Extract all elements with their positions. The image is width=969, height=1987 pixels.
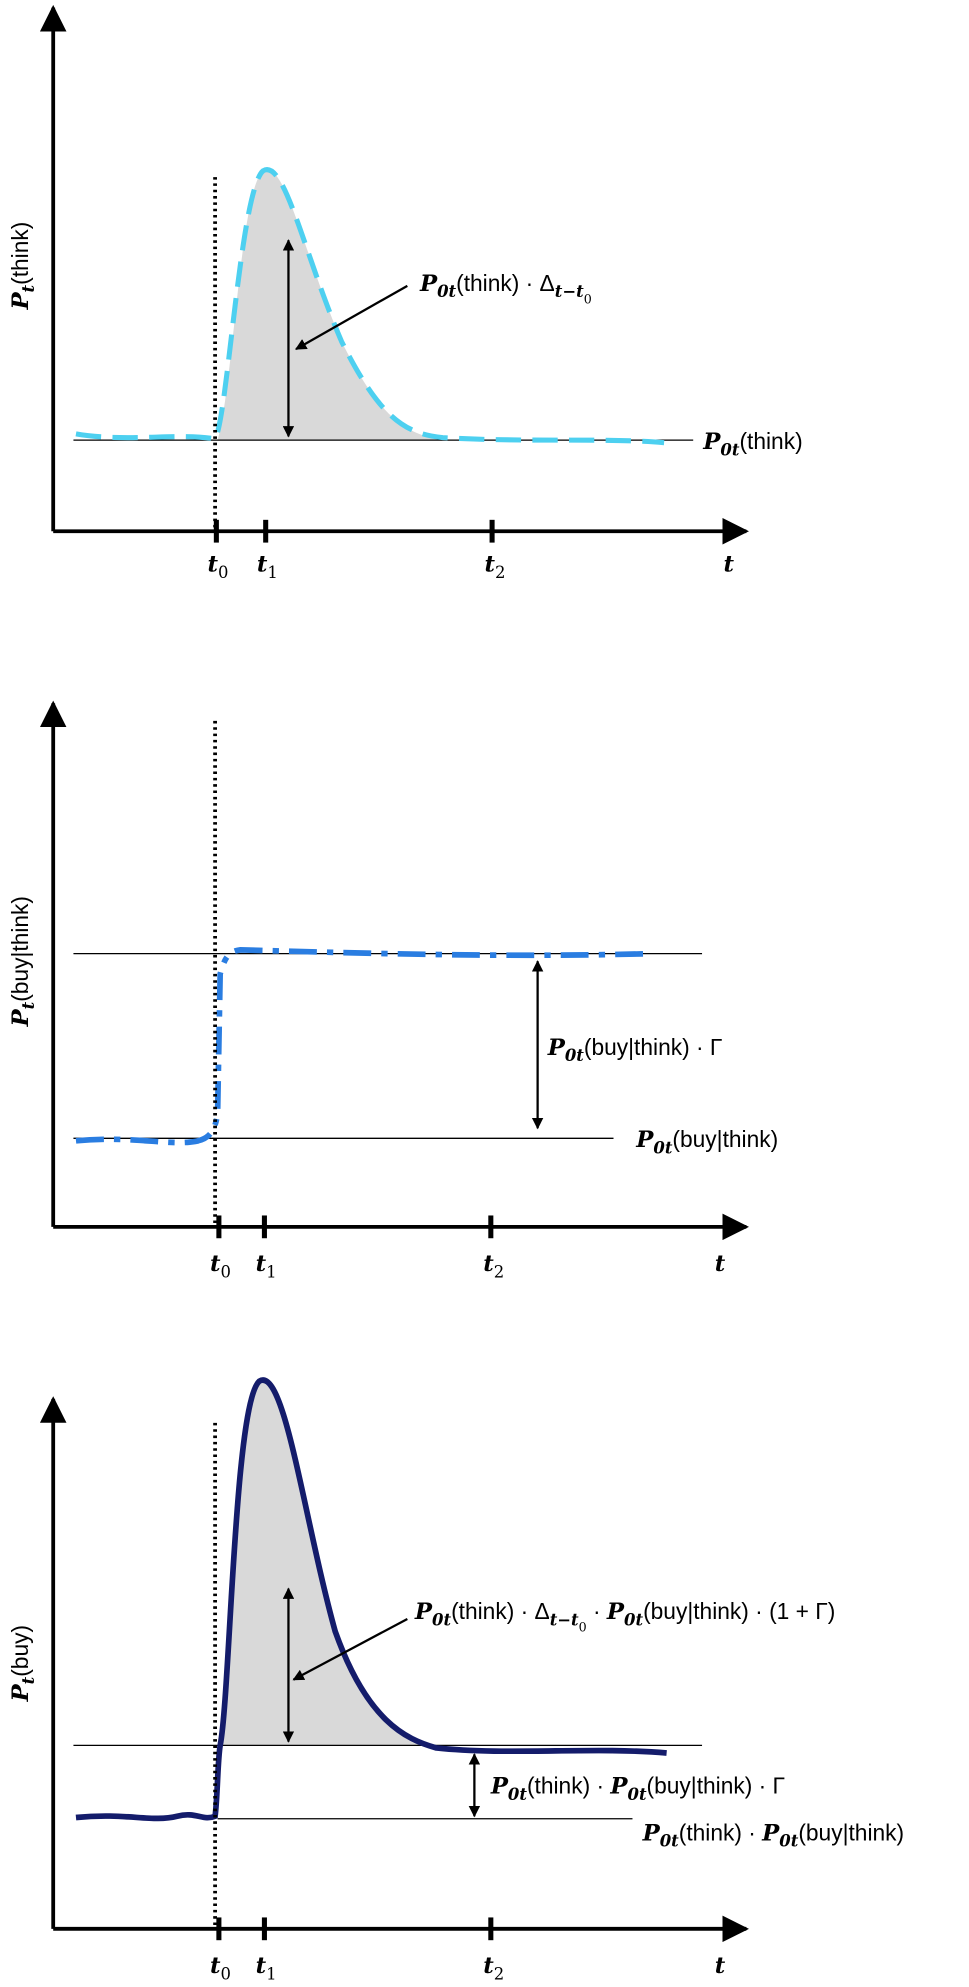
label-part: t <box>485 552 496 578</box>
label-part: t <box>483 1953 494 1979</box>
annotation: P0t(buy|think) · Γ <box>547 1034 723 1065</box>
label-part: t <box>256 1251 267 1277</box>
label-part: (think) · <box>679 1819 762 1845</box>
label-part: 0 <box>218 563 228 582</box>
tick-label: t1 <box>256 1953 277 1983</box>
label-part: 0t <box>437 282 456 301</box>
label-part: P <box>490 1773 509 1799</box>
annotation: P0t(think) · P0t(buy|think) · Γ <box>490 1772 785 1803</box>
label-part: 0t <box>660 1832 679 1851</box>
label-part: 0 <box>579 1620 587 1635</box>
label-part: P <box>642 1820 661 1846</box>
panel-3 <box>39 1377 749 1943</box>
tick-label: t1 <box>257 552 278 582</box>
label-part: t <box>715 1953 726 1979</box>
label-part: P <box>414 1599 433 1625</box>
label-part: P <box>8 1008 34 1027</box>
label-part: t <box>257 552 268 578</box>
label-part: (buy|think) · Γ <box>647 1772 786 1798</box>
label-part: 0t <box>432 1610 451 1629</box>
y-axis-label: Pt(think) <box>7 222 38 311</box>
label-part: 1 <box>266 1964 276 1983</box>
label-part: 0t <box>624 1610 643 1629</box>
annotation: P0t(think) · Δt−t0 · P0t(buy|think) · (1… <box>414 1598 835 1635</box>
label-part: t <box>210 1953 221 1979</box>
panel-1 <box>39 4 749 545</box>
label-part: 2 <box>495 563 505 582</box>
label-part: t <box>483 1251 494 1277</box>
label-part: 0t <box>508 1785 527 1804</box>
label-part: 0t <box>653 1138 672 1157</box>
panel-2 <box>39 700 749 1241</box>
label-part: 2 <box>494 1262 504 1281</box>
tick-label: t2 <box>485 552 506 582</box>
label-part: t <box>715 1251 726 1277</box>
label-part: 1 <box>266 1262 276 1281</box>
y-axis-label: Pt(buy) <box>7 1625 38 1703</box>
area <box>217 169 443 441</box>
label-part: 0 <box>221 1262 231 1281</box>
label-part: 0t <box>628 1785 647 1804</box>
label-part: t <box>19 1001 38 1009</box>
annotation: P0t(think) · P0t(buy|think) <box>642 1819 905 1850</box>
tick-label: t2 <box>483 1251 504 1281</box>
label-part: P <box>547 1035 566 1061</box>
label-part: P <box>702 429 721 455</box>
label-part: · <box>587 1598 607 1624</box>
label-part: 0t <box>720 440 739 459</box>
label-part: 2 <box>494 1964 504 1983</box>
x-axis-label: t <box>724 552 735 578</box>
label-part: t <box>19 1676 38 1684</box>
label-part: t <box>208 552 219 578</box>
annotation: P0t(think) · Δt−t0 <box>419 270 592 307</box>
label-part: 0t <box>565 1046 584 1065</box>
label-part: 0t <box>779 1832 798 1851</box>
label-part: (buy|think) <box>672 1126 778 1152</box>
label-part: t−t <box>550 1610 579 1629</box>
label-part: (think) <box>7 222 33 285</box>
label-part: (buy) <box>7 1625 33 1677</box>
label-part: P <box>606 1599 625 1625</box>
label-part: 1 <box>267 563 277 582</box>
pointer <box>292 1617 408 1681</box>
y-axis-label: Pt(buy|think) <box>7 896 38 1028</box>
label-part: P <box>419 271 438 297</box>
tick-label: t0 <box>208 552 229 582</box>
label-part: t <box>256 1953 267 1979</box>
curve <box>75 947 652 1146</box>
x-axis-label: t <box>715 1251 726 1277</box>
tick-label: t0 <box>210 1251 231 1281</box>
label-part: 0 <box>221 1964 231 1983</box>
annotation: P0t(buy|think) <box>635 1126 778 1157</box>
annotation: P0t(think) <box>702 428 802 459</box>
label-part: t <box>724 552 735 578</box>
label-part: (buy|think) · (1 + Γ) <box>643 1598 835 1624</box>
label-part: t <box>19 284 38 292</box>
label-part: P <box>609 1773 628 1799</box>
curve <box>75 1377 667 1822</box>
label-part: (buy|think) <box>7 896 33 1002</box>
label-part: t <box>210 1251 221 1277</box>
label-part: (think) <box>739 428 802 454</box>
area <box>217 1380 437 1746</box>
label-part: t−t <box>555 282 584 301</box>
label-part: P <box>635 1127 654 1153</box>
tick-label: t1 <box>256 1251 277 1281</box>
tick-label: t2 <box>483 1953 504 1983</box>
label-part: P <box>8 1683 34 1702</box>
label-part: (buy|think) · Γ <box>584 1034 723 1060</box>
label-part: (think) · <box>527 1772 610 1798</box>
tick-label: t0 <box>210 1953 231 1983</box>
label-part: 0 <box>584 292 592 307</box>
label-part: P <box>761 1820 780 1846</box>
label-part: (think) · Δ <box>451 1598 550 1624</box>
label-part: P <box>8 292 34 311</box>
curve <box>75 167 665 446</box>
x-axis-label: t <box>715 1953 726 1979</box>
pointer <box>295 284 408 351</box>
label-part: (buy|think) <box>798 1819 904 1845</box>
label-part: (think) · Δ <box>456 270 555 296</box>
